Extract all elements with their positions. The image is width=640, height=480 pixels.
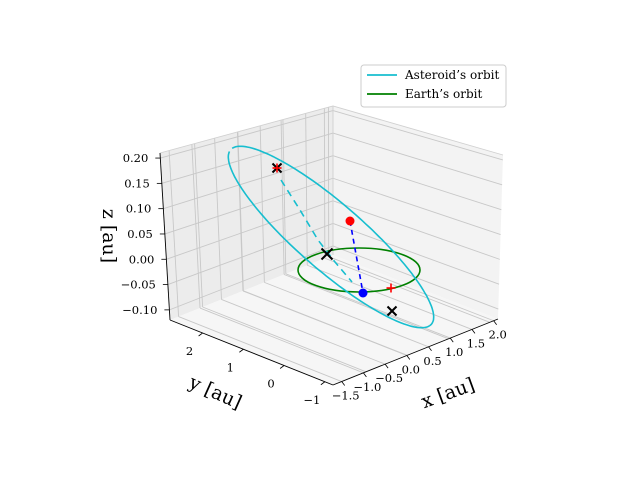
earth-mark-marker (386, 283, 396, 293)
z-grid-left (163, 155, 334, 210)
y-tick-mark (279, 365, 285, 369)
x-tick-label: 0.0 (402, 362, 420, 376)
perihelion-marker (386, 305, 398, 317)
y-tick-label: 0 (267, 377, 274, 391)
y-grid-floor (243, 290, 408, 356)
y-grid-floor (324, 257, 490, 323)
z-tick-label: 0.05 (127, 227, 153, 241)
x-axis-line (332, 318, 499, 386)
asteroid-earth-connector (349, 220, 364, 294)
x-grid-floor (221, 299, 386, 365)
x-tick-mark (363, 372, 367, 378)
y-grid-wall (237, 131, 244, 291)
legend-box (360, 64, 507, 108)
back-right-pane (333, 106, 503, 319)
x-grid-floor (199, 307, 364, 374)
z-grid-left (169, 245, 334, 311)
sun-marker (320, 247, 334, 261)
z-grid-right (332, 222, 500, 285)
x-axis-label: x [au] (418, 374, 477, 414)
x-tick-mark (471, 329, 476, 334)
x-tick-label: −1.5 (332, 389, 360, 403)
x-tick-label: −0.5 (375, 371, 403, 385)
legend: Asteroid’s orbit Earth’s orbit (360, 64, 507, 108)
x-grid-wall (214, 138, 222, 300)
axis-lines (159, 105, 504, 386)
y-grid-wall (194, 143, 204, 308)
x-tick-mark (493, 320, 497, 325)
perihelion-marker-stroke-b (386, 305, 398, 317)
legend-label-earth: Earth’s orbit (405, 87, 482, 101)
x-grid-wall (282, 119, 287, 274)
asteroid-orbit-front (231, 145, 435, 327)
x-grid-floor (264, 281, 429, 348)
x-tick-mark (384, 363, 389, 369)
y-grid-wall (280, 120, 285, 275)
x-tick-label: −1.0 (353, 380, 381, 394)
asteroid-marker (345, 216, 355, 226)
z-grid-right (332, 177, 501, 235)
aphelion-projection-marker (272, 163, 282, 173)
earth-marker (358, 288, 368, 298)
x-tick-label: 1.5 (467, 336, 485, 350)
z-tick-label: −0.10 (122, 303, 157, 317)
z-grid-left (166, 200, 334, 260)
y-grid-floor (202, 306, 367, 373)
legend-label-asteroid: Asteroid’s orbit (404, 68, 499, 82)
markers (271, 162, 398, 317)
z-tick-label: 0.10 (126, 202, 152, 216)
back-left-pane (160, 106, 333, 320)
x-grid-floor (178, 316, 342, 382)
y-tick-label: −1 (303, 393, 320, 407)
z-ticks: 0.20 0.15 0.10 0.05 0.00 −0.05 −0.10 (121, 151, 170, 317)
x-grid-floor (328, 256, 494, 322)
x-grid-wall (305, 113, 308, 266)
z-grid-left (164, 177, 334, 235)
x-grid-wall (168, 150, 180, 317)
sun-marker-stroke-b (320, 247, 334, 261)
z-axis-line (159, 152, 171, 321)
x-tick-mark (406, 355, 411, 360)
y-axis-line (169, 319, 334, 386)
x-tick-mark (449, 337, 454, 343)
x-tick-mark (428, 346, 432, 352)
z-grid-left (167, 222, 334, 285)
y-tick-label: 1 (227, 360, 234, 374)
y-grid-wall (323, 108, 326, 259)
y-ticks: −1 0 1 2 (186, 332, 326, 407)
x-ticks: −1.5−1.0−0.50.00.5 1.0 1.5 2.0 (332, 320, 507, 403)
y-tick-mark (198, 332, 203, 337)
z-tick-label: 0.20 (123, 151, 149, 165)
x-tick-label: 0.5 (423, 354, 441, 368)
z-tick-label: 0.15 (124, 176, 150, 190)
z-grid-right (332, 200, 500, 260)
z-tick-label: 0.00 (129, 252, 155, 266)
y-axis-label: y [au] (185, 371, 245, 414)
x-grid-wall (191, 144, 201, 309)
x-tick-mark (341, 381, 346, 386)
z-grid-left (161, 132, 334, 184)
y-tick-mark (320, 381, 326, 386)
x-tick-label: 1.0 (445, 345, 463, 359)
x-tick-label: 2.0 (489, 328, 507, 342)
z-axis-label: z [au] (98, 209, 120, 263)
x-grid-floor (307, 264, 473, 330)
z-grid-right (332, 132, 503, 186)
z-grid-right (332, 110, 503, 161)
z-tick-label: −0.05 (121, 278, 156, 292)
y-tick-label: 2 (186, 344, 193, 358)
y-tick-mark (239, 348, 244, 353)
z-grid-left (160, 110, 334, 159)
asteroid-orbit-lower (227, 151, 431, 329)
z-grid-right (332, 155, 502, 211)
